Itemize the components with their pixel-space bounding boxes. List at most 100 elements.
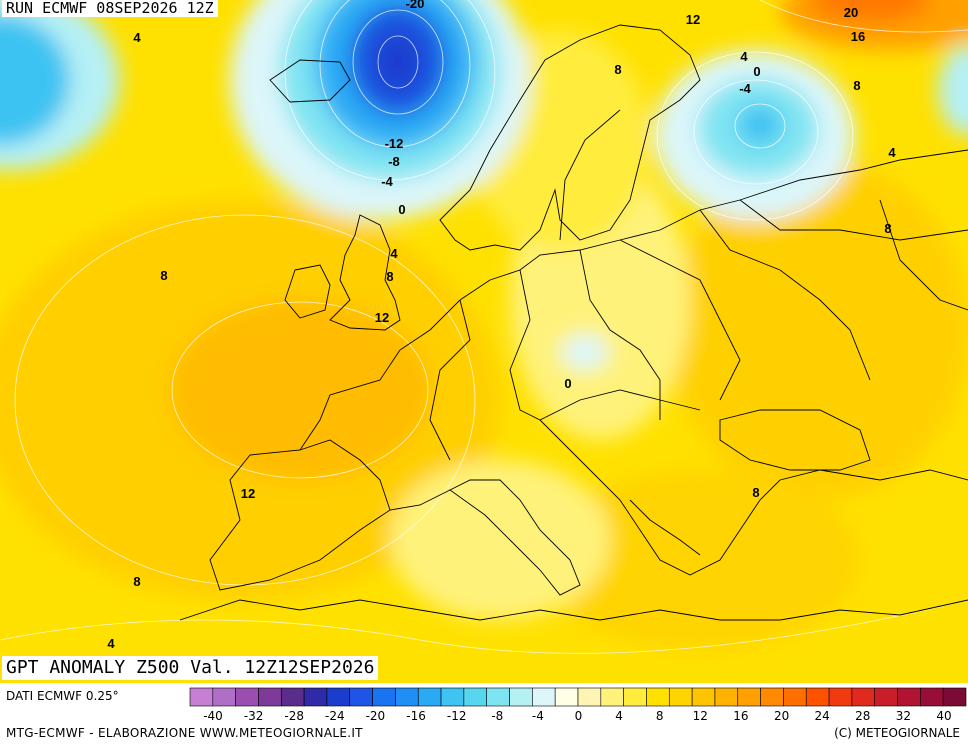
contour-label: 4 [740, 49, 748, 64]
legend-swatch [280, 687, 305, 707]
legend-tick-label: 4 [615, 709, 623, 723]
legend-swatch [897, 687, 921, 707]
legend-tick-label: -24 [325, 709, 345, 723]
field-warm-ne-core [810, 0, 930, 22]
field-russia-core [738, 105, 782, 145]
legend-swatch [349, 687, 373, 707]
legend-swatch [486, 687, 510, 707]
legend-tick-label: 40 [936, 709, 951, 723]
legend-tick-label: -20 [366, 709, 386, 723]
contour-label: 12 [241, 486, 255, 501]
contour-label: 12 [375, 310, 389, 325]
legend-swatch [258, 687, 282, 707]
legend-swatch [805, 687, 830, 707]
contour-label: -4 [739, 81, 751, 96]
legend-swatch [235, 687, 259, 707]
legend-tick-label: -4 [532, 709, 544, 723]
legend-swatch [372, 687, 396, 707]
legend-tick-label: 12 [693, 709, 708, 723]
run-label: RUN ECMWF 08SEP2026 12Z [2, 0, 218, 17]
legend-tick-label: 16 [733, 709, 748, 723]
legend-swatch [783, 687, 807, 707]
legend-swatch [691, 687, 716, 707]
field-orange-core [170, 300, 430, 480]
anomaly-map: -20 4 12 20 16 8 4 0 -4 8 -12 -8 -4 0 4 … [0, 0, 968, 683]
legend-swatch [395, 687, 419, 707]
contour-label: -20 [406, 0, 425, 11]
data-source: DATI ECMWF 0.25° [6, 689, 119, 703]
coastlines [179, 24, 968, 621]
legend-swatch [737, 687, 761, 707]
legend-swatch [326, 687, 351, 707]
contour-label: 4 [888, 145, 896, 160]
legend-swatch [646, 687, 670, 707]
field-orange-se [540, 470, 860, 650]
contour-label: 8 [133, 574, 140, 589]
legend-tick-label: 28 [855, 709, 870, 723]
legend-tick-label: -40 [203, 709, 223, 723]
legend-tick-label: 8 [656, 709, 664, 723]
field-orange-east [670, 160, 968, 500]
field-nw-inner [0, 15, 70, 145]
contour-label: -8 [388, 154, 400, 169]
contour-label: 0 [564, 376, 571, 391]
legend-swatch [509, 687, 533, 707]
field-trough-center [376, 34, 420, 90]
legend-swatch [668, 687, 693, 707]
legend-tick-label: 20 [774, 709, 789, 723]
contour-label: 8 [884, 221, 891, 236]
legend-tick-label: -28 [284, 709, 304, 723]
contour-label: 8 [386, 269, 393, 284]
legend-swatch [714, 687, 739, 707]
contour-label: 12 [686, 12, 700, 27]
legend-tick-label: -32 [244, 709, 264, 723]
legend-swatch [920, 687, 944, 707]
legend-tick-label: -12 [447, 709, 467, 723]
contour-label: 8 [614, 62, 621, 77]
contour-label: 4 [107, 636, 115, 651]
legend-swatch [303, 687, 328, 707]
contour-label: 8 [853, 78, 860, 93]
legend-tick-label: -16 [406, 709, 426, 723]
legend-swatch [212, 687, 236, 707]
contour-label: 0 [753, 64, 760, 79]
legend-tick-label: -8 [491, 709, 503, 723]
field-pale-south [390, 460, 610, 620]
legend-swatch [417, 687, 442, 707]
legend-tick-label: 32 [896, 709, 911, 723]
contour-label: 4 [133, 30, 141, 45]
contour-label: 4 [390, 246, 398, 261]
anomaly-field [0, 0, 968, 650]
legend-ticks: -40 -32 -28 -24 -20 -16 -12 -8 -4 0 4 8 12 16 20 24 28 32… [203, 709, 951, 723]
color-legend: -40 -32 -28 -24 -20 -16 -12 -8 -4 0 4 8 12 16 20 24 28 32… [189, 687, 967, 723]
contour-lines [0, 0, 968, 654]
contour-label: 8 [752, 485, 759, 500]
legend-swatch [189, 687, 214, 707]
legend-swatch [760, 687, 784, 707]
legend-swatch [554, 687, 579, 707]
contour-label: 8 [160, 268, 167, 283]
legend-swatch [440, 687, 465, 707]
contour-labels: -20 4 12 20 16 8 4 0 -4 8 -12 -8 -4 0 4 … [107, 0, 896, 651]
field-east-edge [938, 45, 968, 135]
map-title: GPT ANOMALY Z500 Val. 12Z12SEP2026 [2, 656, 379, 680]
footer-credits: MTG-ECMWF - ELABORAZIONE WWW.METEOGIORNA… [6, 726, 363, 740]
legend-tick-label: 24 [815, 709, 830, 723]
contour-label: 20 [844, 5, 858, 20]
legend-swatch [874, 687, 898, 707]
field-central-low [561, 334, 609, 370]
legend-swatch [577, 687, 602, 707]
legend-swatch [600, 687, 624, 707]
legend-swatch [851, 687, 876, 707]
contour-label: -4 [381, 174, 393, 189]
contour-label: 0 [398, 202, 405, 217]
contour-label: -12 [385, 136, 404, 151]
legend-swatch [623, 687, 647, 707]
legend-swatch [942, 687, 967, 707]
legend-swatch [828, 687, 853, 707]
contour-label: 16 [851, 29, 865, 44]
legend-swatch [463, 687, 488, 707]
footer-copyright: (C) METEOGIORNALE [834, 726, 960, 740]
legend-swatch [532, 687, 556, 707]
